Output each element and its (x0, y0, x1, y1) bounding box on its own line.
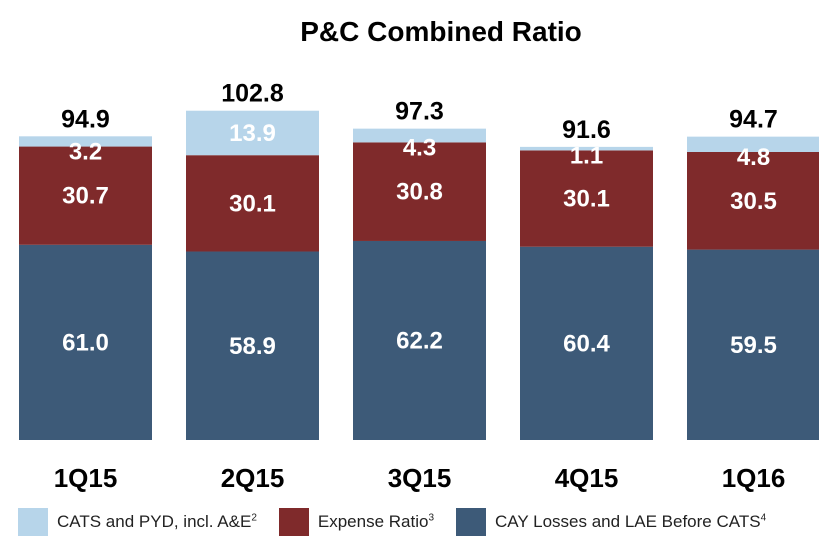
chart-title: P&C Combined Ratio (300, 16, 582, 47)
bar-cay-losses-4q15 (520, 246, 653, 440)
bar-cay-losses-1q15 (19, 244, 152, 440)
bar-expense-ratio-4q15 (520, 150, 653, 247)
label-cay-losses-3q15: 62.2 (396, 327, 443, 354)
legend-item-cats-pyd: CATS and PYD, incl. A&E2 (18, 508, 257, 536)
label-expense-ratio-1q15: 30.7 (62, 183, 109, 210)
label-expense-ratio-4q15: 30.1 (563, 186, 610, 213)
label-cats-pyd-1q16: 4.8 (737, 144, 770, 171)
legend: CATS and PYD, incl. A&E2 Expense Ratio3 … (18, 507, 819, 537)
legend-item-expense-ratio: Expense Ratio3 (278, 508, 435, 536)
label-cats-pyd-3q15: 4.3 (403, 134, 436, 161)
label-cay-losses-2q15: 58.9 (229, 333, 276, 360)
label-cats-pyd-1q15: 3.2 (69, 139, 102, 166)
bar-expense-ratio-1q15 (19, 146, 152, 245)
category-label-4q15: 4Q15 (555, 463, 619, 493)
category-label-1q16: 1Q16 (722, 463, 786, 493)
bar-cats-pyd-2q15 (186, 110, 319, 156)
total-label-2q15: 102.8 (221, 80, 284, 108)
bar-expense-ratio-3q15 (353, 142, 486, 241)
bar-cats-pyd-4q15 (520, 146, 653, 151)
legend-swatch-cats-pyd (18, 508, 48, 536)
legend-label-expense-ratio: Expense Ratio3 (317, 512, 435, 531)
bar-cats-pyd-1q16 (687, 136, 819, 152)
category-label-2q15: 2Q15 (221, 463, 285, 493)
bar-cats-pyd-3q15 (353, 128, 486, 143)
bars-group (19, 110, 819, 440)
total-label-3q15: 97.3 (395, 98, 444, 126)
legend-swatch-cay-losses (456, 508, 487, 536)
legend-label-cats-pyd: CATS and PYD, incl. A&E2 (57, 512, 257, 531)
category-label-3q15: 3Q15 (388, 463, 452, 493)
bar-cay-losses-3q15 (353, 240, 486, 440)
label-cats-pyd-2q15: 13.9 (229, 120, 276, 147)
bar-cay-losses-2q15 (186, 251, 319, 440)
legend-label-cay-losses: CAY Losses and LAE Before CATS4 (495, 512, 767, 531)
label-expense-ratio-3q15: 30.8 (396, 179, 443, 206)
bar-cats-pyd-1q15 (19, 136, 152, 147)
legend-item-cay-losses: CAY Losses and LAE Before CATS4 (456, 508, 766, 536)
category-labels-group: 1Q15 2Q15 3Q15 4Q15 1Q16 (54, 463, 786, 493)
total-label-4q15: 91.6 (562, 116, 611, 144)
label-expense-ratio-1q16: 30.5 (730, 188, 777, 215)
category-label-1q15: 1Q15 (54, 463, 118, 493)
label-cay-losses-4q15: 60.4 (563, 330, 610, 357)
bar-expense-ratio-1q16 (687, 152, 819, 250)
segment-labels-group: 61.0 30.7 3.2 58.9 30.1 13.9 62.2 30.8 4.3 60.4 30… (62, 120, 777, 360)
label-cay-losses-1q16: 59.5 (730, 332, 777, 359)
totals-group: 94.9 102.8 97.3 91.6 94.7 (61, 80, 778, 144)
label-expense-ratio-2q15: 30.1 (229, 190, 276, 217)
bar-expense-ratio-2q15 (186, 155, 319, 252)
total-label-1q15: 94.9 (61, 105, 110, 133)
label-cats-pyd-4q15: 1.1 (570, 142, 603, 169)
total-label-1q16: 94.7 (729, 106, 778, 134)
label-cay-losses-1q15: 61.0 (62, 329, 109, 356)
bar-cay-losses-1q16 (687, 249, 819, 440)
combined-ratio-chart: P&C Combined Ratio 94.9 102.8 97.3 91.6 94.7… (19, 16, 819, 493)
legend-swatch-expense-ratio (278, 508, 309, 536)
